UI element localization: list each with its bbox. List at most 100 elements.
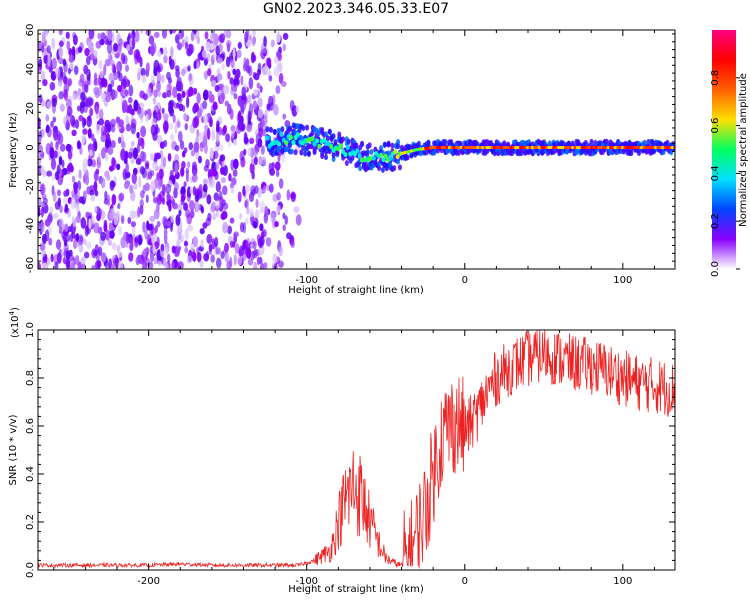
noise-blob bbox=[204, 31, 209, 40]
noise-blob bbox=[252, 89, 259, 96]
noise-blob bbox=[170, 46, 174, 58]
noise-blob bbox=[240, 244, 247, 251]
noise-blob bbox=[273, 104, 279, 116]
noise-blob bbox=[54, 67, 61, 78]
noise-blob bbox=[80, 91, 86, 102]
noise-blob bbox=[142, 93, 148, 101]
noise-blob bbox=[203, 178, 208, 186]
noise-blob bbox=[100, 231, 107, 241]
noise-blob bbox=[94, 190, 99, 197]
noise-blob bbox=[66, 106, 73, 117]
colorbar-tick-label: 0.4 bbox=[710, 165, 721, 181]
noise-blob bbox=[124, 89, 129, 97]
noise-blob bbox=[219, 154, 226, 162]
noise-blob bbox=[111, 242, 117, 251]
noise-blob bbox=[207, 90, 213, 97]
noise-blob bbox=[58, 57, 64, 65]
noise-blob bbox=[211, 169, 218, 177]
noise-blob bbox=[70, 115, 76, 127]
noise-blob bbox=[127, 216, 132, 224]
noise-blob bbox=[80, 217, 87, 229]
noise-blob bbox=[190, 31, 195, 42]
noise-blob bbox=[40, 248, 46, 257]
snr-frame bbox=[37, 329, 676, 571]
noise-blob bbox=[175, 214, 181, 226]
ridge-core bbox=[393, 149, 398, 155]
noise-blob bbox=[275, 170, 280, 178]
ridge-halo bbox=[360, 140, 365, 147]
noise-blob bbox=[249, 137, 255, 145]
noise-blob bbox=[210, 80, 216, 88]
noise-blob bbox=[41, 233, 47, 244]
noise-blob bbox=[212, 101, 218, 111]
noise-blob bbox=[166, 253, 171, 263]
noise-blob bbox=[206, 194, 212, 205]
noise-blob bbox=[69, 254, 75, 262]
ridge-halo bbox=[305, 124, 310, 131]
noise-blob bbox=[81, 263, 86, 269]
noise-blob bbox=[290, 240, 295, 249]
ridge-halo bbox=[566, 140, 571, 147]
noise-blob bbox=[99, 108, 104, 121]
noise-blob bbox=[198, 132, 204, 141]
noise-blob bbox=[222, 185, 228, 196]
noise-blob bbox=[203, 252, 210, 262]
noise-blob bbox=[146, 234, 152, 246]
ridge-halo bbox=[358, 165, 363, 172]
noise-blob bbox=[263, 185, 267, 192]
noise-blob bbox=[65, 234, 71, 242]
noise-blob bbox=[221, 63, 225, 71]
noise-blob bbox=[166, 71, 171, 80]
noise-blob bbox=[82, 163, 87, 173]
ridge-halo bbox=[344, 159, 349, 166]
noise-blob bbox=[239, 213, 243, 220]
noise-blob bbox=[160, 157, 167, 165]
ridge-core bbox=[357, 153, 362, 159]
noise-blob bbox=[180, 194, 186, 202]
noise-blob bbox=[64, 223, 69, 233]
noise-blob bbox=[222, 124, 227, 134]
noise-blob bbox=[183, 147, 188, 154]
noise-blob bbox=[248, 77, 254, 90]
noise-blob bbox=[227, 225, 233, 235]
ridge-halo bbox=[589, 138, 594, 145]
noise-blob bbox=[238, 248, 242, 257]
noise-blob bbox=[49, 147, 55, 159]
noise-blob bbox=[142, 221, 146, 233]
noise-blob bbox=[181, 90, 186, 98]
noise-blob bbox=[247, 258, 254, 266]
noise-blob bbox=[202, 135, 208, 147]
noise-blob bbox=[272, 264, 277, 269]
noise-blob bbox=[78, 196, 84, 204]
noise-blob bbox=[133, 183, 138, 190]
noise-blob bbox=[116, 163, 121, 171]
noise-blob bbox=[77, 234, 84, 246]
noise-blob bbox=[186, 255, 193, 264]
noise-blob bbox=[76, 140, 81, 150]
noise-blob bbox=[122, 54, 128, 65]
noise-blob bbox=[253, 156, 258, 166]
noise-blob bbox=[58, 226, 63, 235]
ridge-core bbox=[345, 144, 350, 150]
noise-blob bbox=[233, 78, 238, 86]
noise-blob bbox=[174, 144, 180, 152]
noise-blob bbox=[142, 151, 147, 162]
noise-blob bbox=[178, 210, 182, 217]
noise-blob bbox=[41, 170, 47, 178]
noise-blob bbox=[260, 119, 265, 127]
noise-blob bbox=[235, 68, 241, 79]
noise-blob bbox=[53, 150, 58, 159]
noise-blob bbox=[290, 191, 297, 203]
noise-blob bbox=[58, 91, 64, 100]
noise-blob bbox=[208, 243, 213, 252]
noise-blob bbox=[98, 118, 105, 126]
heatmap-y-tick-label: -60 bbox=[25, 257, 36, 273]
noise-blob bbox=[46, 101, 52, 109]
noise-blob bbox=[165, 183, 172, 194]
noise-blob bbox=[252, 30, 256, 37]
noise-blob bbox=[183, 202, 189, 211]
noise-blob bbox=[265, 237, 272, 247]
noise-blob bbox=[259, 206, 265, 214]
ridge-halo bbox=[306, 150, 311, 157]
ridge-core bbox=[312, 141, 317, 147]
